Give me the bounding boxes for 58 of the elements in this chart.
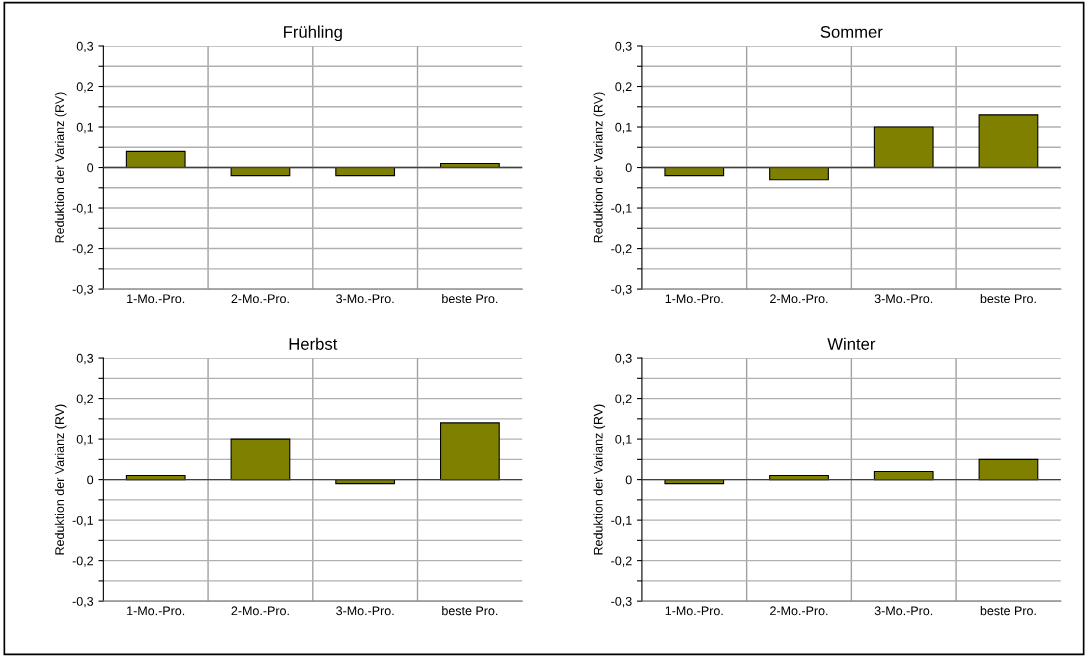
y-tick-label: 0,2: [615, 394, 632, 405]
x-tick-label: 2-Mo.-Pro.: [231, 294, 289, 304]
x-tick-label: 1-Mo.-Pro.: [665, 606, 723, 616]
bar: [769, 166, 829, 181]
y-axis-title: Reduktion der Varianz (RV): [54, 404, 67, 555]
chart-title: Sommer: [820, 26, 883, 38]
y-tick-label: 0: [87, 163, 94, 173]
x-tick-label: 2-Mo.-Pro.: [770, 606, 828, 616]
y-tick-label: 0,1: [615, 122, 632, 134]
x-tick-label: beste Pro.: [980, 606, 1036, 616]
x-tick-label: 3-Mo.-Pro.: [336, 606, 394, 616]
y-tick-label: -0,3: [611, 596, 632, 608]
y-tick-label: -0,1: [611, 515, 632, 527]
y-tick-label: 0,1: [76, 122, 94, 134]
y-tick-label: 0: [87, 475, 94, 485]
x-tick-label: beste Pro.: [980, 293, 1036, 304]
bar: [230, 438, 291, 481]
y-tick-label: 0,2: [76, 394, 94, 405]
y-tick-label: 0,2: [76, 82, 94, 93]
x-tick-label: 3-Mo.-Pro.: [336, 294, 394, 304]
bar: [873, 126, 934, 169]
y-tick-label: -0,2: [72, 556, 94, 567]
y-tick-label: 0,1: [615, 434, 632, 446]
y-tick-label: -0,2: [72, 244, 94, 255]
y-tick-label: -0,2: [611, 556, 632, 567]
x-tick-label: 3-Mo.-Pro.: [874, 294, 933, 304]
y-axis-title: Reduktion der Varianz (RV): [54, 92, 67, 243]
y-tick-label: 0,3: [615, 353, 632, 365]
y-tick-label: 0,1: [76, 434, 94, 446]
chart-title: Winter: [827, 337, 876, 350]
y-axis-title: Reduktion der Varianz (RV): [593, 92, 606, 243]
x-tick-label: 3-Mo.-Pro.: [874, 606, 933, 616]
y-tick-label: 0,2: [615, 82, 632, 93]
y-tick-label: -0,1: [72, 203, 94, 215]
y-tick-label: -0,3: [72, 284, 94, 296]
y-tick-label: -0,3: [611, 284, 632, 296]
y-tick-label: 0: [625, 163, 632, 173]
y-tick-label: -0,3: [72, 596, 94, 608]
y-tick-label: 0,3: [76, 353, 94, 365]
y-tick-label: -0,2: [611, 244, 632, 255]
y-tick-label: 0,3: [76, 41, 94, 53]
x-tick-label: beste Pro.: [442, 293, 498, 304]
bar: [978, 114, 1039, 169]
x-tick-label: 1-Mo.-Pro.: [665, 294, 723, 304]
chart-title: Frühling: [284, 25, 342, 42]
y-axis-title: Reduktion der Varianz (RV): [593, 404, 606, 555]
x-tick-label: 2-Mo.-Pro.: [770, 294, 828, 304]
x-tick-label: 2-Mo.-Pro.: [231, 606, 289, 616]
bar: [125, 150, 186, 169]
x-tick-label: beste Pro.: [442, 606, 498, 616]
y-tick-label: -0,1: [611, 203, 632, 215]
bar: [440, 422, 500, 481]
y-tick-label: -0,1: [72, 515, 94, 527]
chart-title: Herbst: [289, 337, 338, 350]
x-tick-label: 1-Mo.-Pro.: [127, 294, 185, 304]
y-tick-label: 0: [625, 475, 632, 485]
y-tick-label: 0,3: [615, 41, 632, 53]
x-tick-label: 1-Mo.-Pro.: [127, 606, 185, 616]
